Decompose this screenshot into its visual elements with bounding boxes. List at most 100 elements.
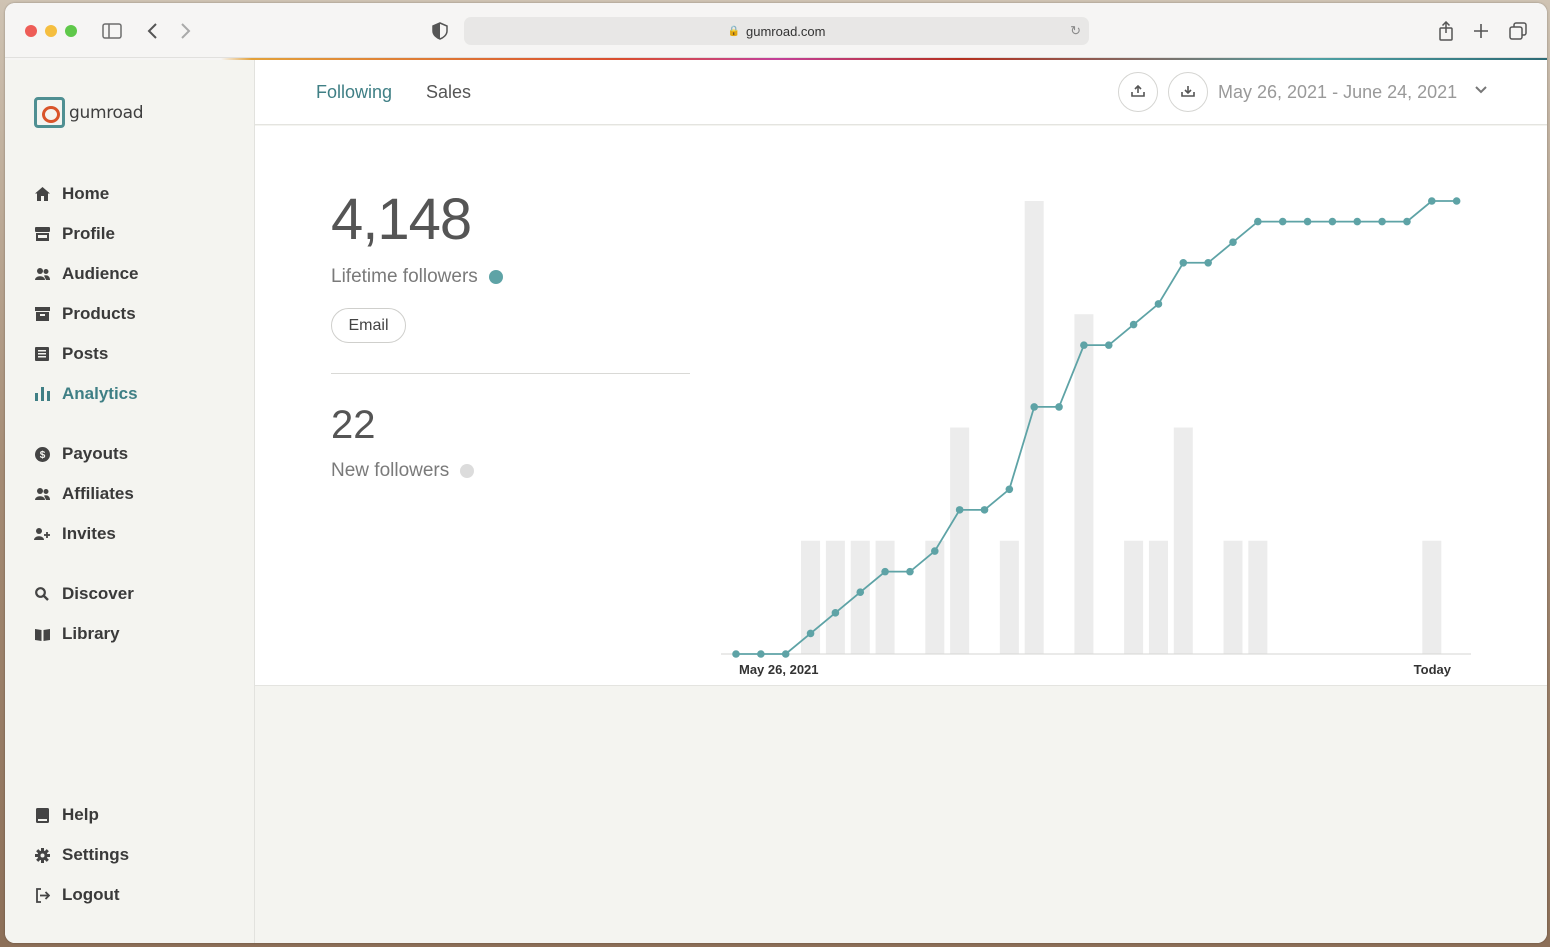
new-followers-bar — [1024, 201, 1044, 654]
lifetime-followers-point[interactable] — [1204, 258, 1212, 267]
lifetime-followers-point[interactable] — [1328, 217, 1337, 226]
lifetime-followers-point[interactable] — [1452, 197, 1461, 205]
share-icon[interactable] — [1438, 18, 1454, 44]
new-followers-bar — [925, 540, 945, 654]
new-followers-bar — [999, 540, 1019, 654]
tab-sales[interactable]: Sales — [426, 82, 472, 102]
minimize-window-button[interactable] — [45, 25, 57, 37]
sidebar-item-label: Home — [62, 184, 110, 203]
new-followers-bar — [1124, 540, 1144, 654]
lifetime-followers-point[interactable] — [831, 609, 840, 617]
sidebar-item-settings[interactable]: Settings — [34, 843, 129, 867]
lifetime-followers-point[interactable] — [881, 567, 889, 576]
main-content: Following Sales May 26, 2021 - June 24, … — [255, 60, 1547, 943]
chevron-down-icon[interactable] — [1474, 82, 1488, 98]
sidebar-item-label: Logout — [62, 885, 120, 904]
new-followers-bar — [1148, 540, 1168, 654]
sidebar-item-label: Audience — [62, 264, 139, 283]
lifetime-followers-point[interactable] — [1055, 403, 1063, 411]
lifetime-followers-point[interactable] — [1403, 217, 1411, 226]
privacy-shield-icon[interactable] — [432, 18, 448, 44]
sidebar-item-analytics[interactable]: Analytics — [34, 382, 138, 406]
sidebar-item-products[interactable]: Products — [34, 302, 136, 326]
close-window-button[interactable] — [25, 25, 37, 37]
lifetime-followers-point[interactable] — [1080, 341, 1088, 349]
lifetime-followers-point[interactable] — [1254, 217, 1262, 226]
new-followers-bar — [1074, 314, 1094, 654]
followers-chart: May 26, 2021 Today — [721, 197, 1471, 677]
analytics-header: Following Sales May 26, 2021 - June 24, … — [255, 60, 1547, 125]
sidebar-item-affiliates[interactable]: Affiliates — [34, 482, 134, 506]
stats-divider — [331, 373, 690, 374]
logout-icon — [34, 887, 50, 903]
lifetime-followers-point[interactable] — [1129, 320, 1138, 329]
lifetime-followers-point[interactable] — [1179, 258, 1188, 267]
new-followers-bar — [825, 540, 845, 654]
lifetime-followers-point[interactable] — [955, 506, 964, 514]
lifetime-followers-point[interactable] — [856, 588, 865, 597]
users-icon — [34, 266, 50, 282]
sidebar-item-profile[interactable]: Profile — [34, 222, 115, 246]
lock-icon: 🔒 — [727, 25, 740, 37]
export-button[interactable] — [1118, 72, 1158, 112]
lifetime-followers-point[interactable] — [806, 629, 815, 638]
lifetime-followers-point[interactable] — [931, 547, 939, 555]
sidebar-item-label: Help — [62, 805, 99, 824]
sidebar-item-library[interactable]: Library — [34, 622, 120, 646]
lifetime-followers-point[interactable] — [732, 650, 740, 658]
new-followers-bar — [801, 540, 821, 654]
lifetime-followers-point[interactable] — [1278, 217, 1287, 226]
new-followers-bar — [875, 540, 895, 654]
sidebar-item-invites[interactable]: Invites — [34, 522, 116, 546]
address-bar[interactable]: 🔒 gumroad.com ↻ — [464, 17, 1089, 45]
bar-chart-icon — [34, 386, 50, 402]
tab-following[interactable]: Following — [316, 82, 393, 102]
zoom-window-button[interactable] — [65, 25, 77, 37]
lifetime-followers-point[interactable] — [1378, 217, 1386, 226]
logo-wordmark: gumroad — [69, 102, 144, 123]
upload-icon — [1131, 84, 1145, 100]
lifetime-followers-point[interactable] — [980, 506, 989, 514]
back-icon[interactable] — [144, 18, 160, 44]
browser-titlebar: 🔒 gumroad.com ↻ — [5, 3, 1547, 58]
download-button[interactable] — [1168, 72, 1208, 112]
sidebar-item-home[interactable]: Home — [34, 182, 109, 206]
lifetime-followers-value: 4,148 — [331, 187, 472, 252]
lifetime-followers-point[interactable] — [1229, 238, 1237, 246]
sidebar-toggle-icon[interactable] — [101, 18, 123, 44]
reload-icon[interactable]: ↻ — [1070, 23, 1081, 38]
sidebar-item-posts[interactable]: Posts — [34, 342, 108, 366]
lifetime-followers-point[interactable] — [1353, 217, 1362, 226]
email-button[interactable]: Email — [331, 308, 406, 343]
gumroad-logo[interactable]: gumroad — [34, 97, 144, 128]
lifetime-followers-point[interactable] — [1154, 300, 1163, 308]
tab-overview-icon[interactable] — [1509, 18, 1527, 44]
newspaper-icon — [34, 346, 50, 362]
browser-window: 🔒 gumroad.com ↻ gumroad Home Profile — [5, 3, 1547, 943]
lifetime-legend-dot — [488, 270, 503, 284]
sidebar-item-payouts[interactable]: $ Payouts — [34, 442, 128, 466]
sidebar-item-audience[interactable]: Audience — [34, 262, 139, 286]
lifetime-followers-point[interactable] — [1030, 403, 1038, 411]
sidebar-item-help[interactable]: Help — [34, 803, 99, 827]
lifetime-followers-point[interactable] — [1428, 197, 1436, 205]
lifetime-followers-point[interactable] — [757, 650, 765, 658]
gear-icon — [34, 847, 50, 863]
new-followers-bar — [950, 427, 970, 654]
new-followers-label: New followers — [331, 460, 450, 481]
sidebar-item-logout[interactable]: Logout — [34, 883, 120, 907]
date-range-select[interactable]: May 26, 2021 - June 24, 2021 — [1218, 82, 1458, 102]
new-followers-bar — [1173, 427, 1193, 654]
lifetime-followers-point[interactable] — [781, 650, 790, 658]
lifetime-followers-point[interactable] — [1005, 485, 1014, 494]
download-icon — [1181, 84, 1195, 100]
new-tab-icon[interactable] — [1473, 18, 1489, 44]
sidebar-item-label: Profile — [62, 224, 115, 243]
lifetime-followers-point[interactable] — [1303, 217, 1312, 226]
lifetime-followers-point[interactable] — [1104, 341, 1113, 349]
lifetime-followers-line — [736, 200, 1457, 655]
lifetime-followers-point[interactable] — [906, 567, 914, 576]
forward-icon[interactable] — [178, 18, 194, 44]
sidebar-item-discover[interactable]: Discover — [34, 582, 134, 606]
users-icon — [34, 486, 50, 502]
